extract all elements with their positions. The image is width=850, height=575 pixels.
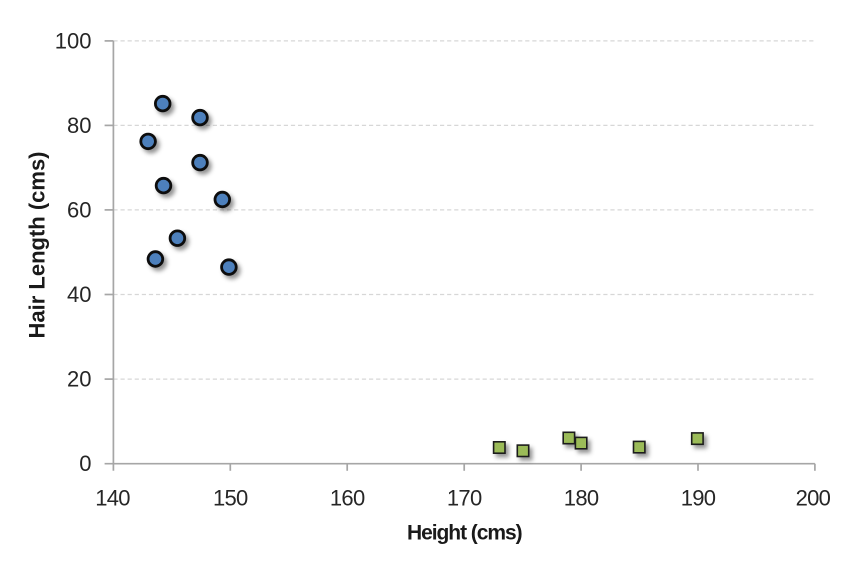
svg-text:150: 150 [213, 486, 248, 511]
svg-text:160: 160 [330, 486, 365, 511]
svg-text:190: 190 [681, 486, 716, 511]
svg-text:40: 40 [67, 282, 91, 307]
svg-text:100: 100 [55, 28, 92, 53]
svg-text:0: 0 [79, 451, 91, 476]
svg-text:180: 180 [564, 486, 599, 511]
svg-text:60: 60 [67, 197, 91, 222]
svg-text:20: 20 [67, 367, 91, 392]
svg-text:170: 170 [447, 486, 482, 511]
svg-text:140: 140 [95, 486, 130, 511]
svg-text:200: 200 [796, 486, 831, 511]
svg-text:80: 80 [67, 113, 91, 138]
svg-text:Hair Length (cms): Hair Length (cms) [25, 151, 50, 338]
svg-text:Height (cms): Height (cms) [407, 522, 522, 545]
